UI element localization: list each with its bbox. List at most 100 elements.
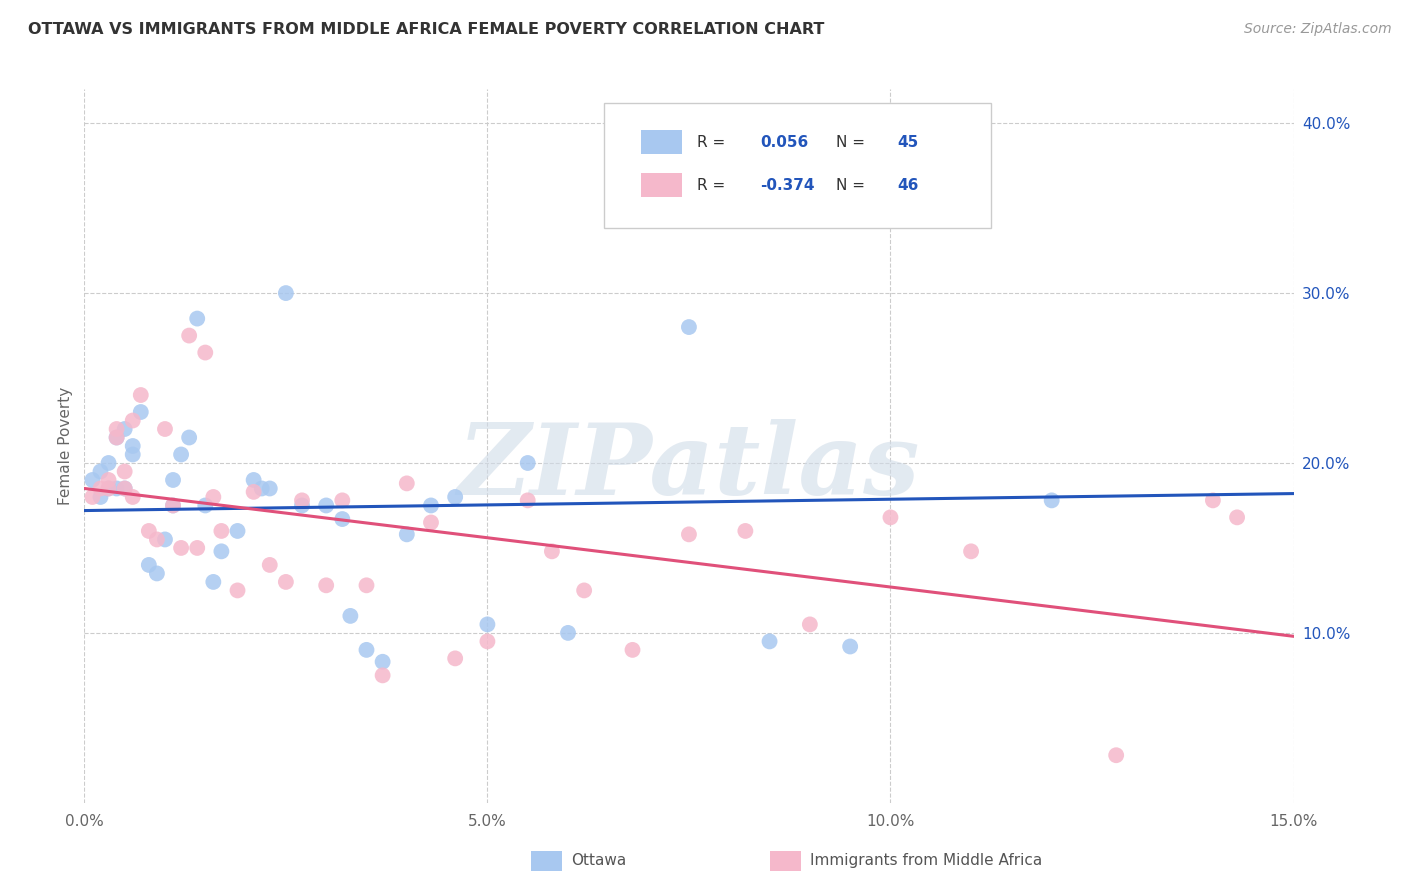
Point (477, 634, 499, 648)
Y-axis label: Female Poverty: Female Poverty (58, 387, 73, 505)
Point (186, 311, 208, 326)
Point (194, 499, 217, 513)
Point (170, 448, 193, 462)
Point (146, 533, 169, 547)
Point (114, 482, 136, 496)
Point (194, 345, 217, 359)
Point (121, 413, 143, 427)
Point (259, 482, 281, 496)
Point (202, 490, 225, 504)
Point (259, 558, 281, 572)
Point (162, 499, 184, 513)
Point (105, 422, 128, 436)
Point (162, 499, 184, 513)
Point (97, 482, 120, 496)
Point (138, 524, 160, 538)
Point (734, 524, 756, 538)
Text: Ottawa: Ottawa (571, 854, 626, 868)
Point (114, 465, 136, 479)
Point (330, 493, 353, 508)
Point (1040, 493, 1063, 508)
Point (339, 608, 361, 623)
Text: R =: R = (697, 136, 731, 150)
Point (960, 544, 983, 558)
Point (637, 201, 659, 215)
Point (170, 541, 193, 555)
Point (444, 490, 467, 504)
Point (371, 668, 394, 682)
Point (146, 566, 169, 581)
Point (121, 439, 143, 453)
Text: 0.056: 0.056 (761, 136, 808, 150)
Point (291, 493, 314, 508)
Point (477, 617, 499, 632)
Point (89, 490, 111, 504)
Point (879, 510, 901, 524)
FancyBboxPatch shape (641, 173, 682, 197)
Point (114, 422, 136, 436)
Point (209, 524, 232, 538)
Point (315, 499, 337, 513)
Text: Source: ZipAtlas.com: Source: ZipAtlas.com (1244, 22, 1392, 37)
Point (153, 422, 176, 436)
Point (516, 493, 538, 508)
Point (1226, 510, 1249, 524)
Point (444, 651, 467, 665)
Point (557, 626, 579, 640)
Text: 46: 46 (897, 178, 918, 193)
Point (356, 643, 378, 657)
Point (516, 456, 538, 470)
Point (291, 499, 314, 513)
Point (97, 482, 120, 496)
Point (274, 574, 297, 589)
Point (89, 482, 111, 496)
Point (97, 473, 120, 487)
Point (242, 473, 264, 487)
Point (226, 583, 249, 598)
Point (799, 617, 821, 632)
Text: OTTAWA VS IMMIGRANTS FROM MIDDLE AFRICA FEMALE POVERTY CORRELATION CHART: OTTAWA VS IMMIGRANTS FROM MIDDLE AFRICA … (28, 22, 824, 37)
Text: R =: R = (697, 178, 731, 193)
Text: 45: 45 (897, 136, 918, 150)
Point (105, 430, 128, 444)
Point (186, 541, 208, 555)
Point (678, 527, 700, 541)
Point (105, 430, 128, 444)
Point (420, 516, 443, 530)
Point (371, 655, 394, 669)
Point (315, 578, 337, 592)
Point (541, 544, 564, 558)
Point (1105, 748, 1128, 763)
Point (105, 482, 128, 496)
Point (758, 634, 780, 648)
Point (330, 512, 353, 526)
Point (121, 448, 143, 462)
Point (839, 640, 862, 654)
Point (179, 328, 201, 343)
Point (209, 544, 232, 558)
Point (162, 473, 184, 487)
Point (395, 527, 418, 541)
Text: ZIPatlas: ZIPatlas (458, 419, 920, 516)
Point (89, 465, 111, 479)
Point (356, 578, 378, 592)
Point (1202, 493, 1225, 508)
Point (572, 583, 595, 598)
Point (250, 482, 273, 496)
Text: -0.374: -0.374 (761, 178, 815, 193)
Point (202, 574, 225, 589)
FancyBboxPatch shape (605, 103, 991, 228)
Point (153, 533, 176, 547)
Point (420, 499, 443, 513)
FancyBboxPatch shape (641, 130, 682, 154)
Point (138, 558, 160, 572)
Text: Immigrants from Middle Africa: Immigrants from Middle Africa (810, 854, 1042, 868)
Point (129, 388, 152, 402)
Text: N =: N = (837, 178, 870, 193)
Point (242, 484, 264, 499)
Point (179, 430, 201, 444)
Point (129, 405, 152, 419)
Point (395, 476, 418, 491)
Point (114, 482, 136, 496)
Point (82, 473, 104, 487)
